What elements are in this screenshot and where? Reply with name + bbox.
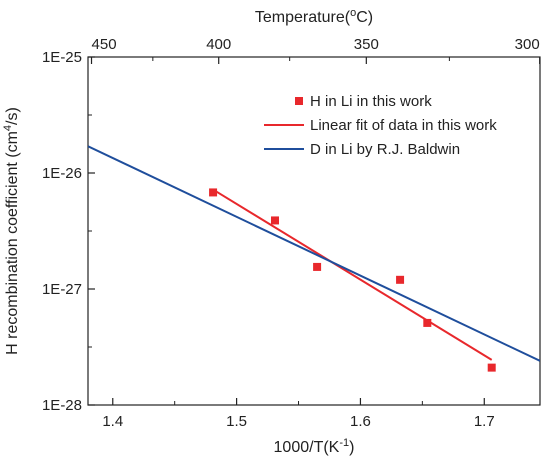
y-tick-label: 1E-25 [42,49,82,66]
data-point [209,188,218,197]
y-tick-label: 1E-27 [42,281,82,298]
top-tick-label: 450 [92,36,117,53]
data-point [313,262,322,271]
legend-label: D in Li by R.J. Baldwin [310,141,460,158]
top-tick-label: 400 [206,36,231,53]
top-axis-title: Temperature(oC) [255,7,373,26]
data-point [396,275,405,284]
x-tick-label: 1.6 [350,413,371,430]
legend-label: Linear fit of data in this work [310,117,497,134]
legend-label: H in Li in this work [310,93,432,110]
y-tick-label: 1E-28 [42,397,82,414]
top-tick-label: 300 [515,36,540,53]
x-axis-title: 1000/T(K-1) [274,437,355,456]
x-tick-label: 1.4 [102,413,123,430]
x-tick-label: 1.7 [474,413,495,430]
legend-marker [295,97,303,105]
data-point [270,216,279,225]
y-tick-label: 1E-26 [42,165,82,182]
series-line-2 [88,145,540,362]
series-line-1 [212,188,493,361]
x-tick-label: 1.5 [226,413,247,430]
y-axis-title: H recombination coefficient (cm4/s) [2,107,21,355]
top-tick-label: 350 [354,36,379,53]
data-point [487,363,496,372]
data-point [423,318,432,327]
